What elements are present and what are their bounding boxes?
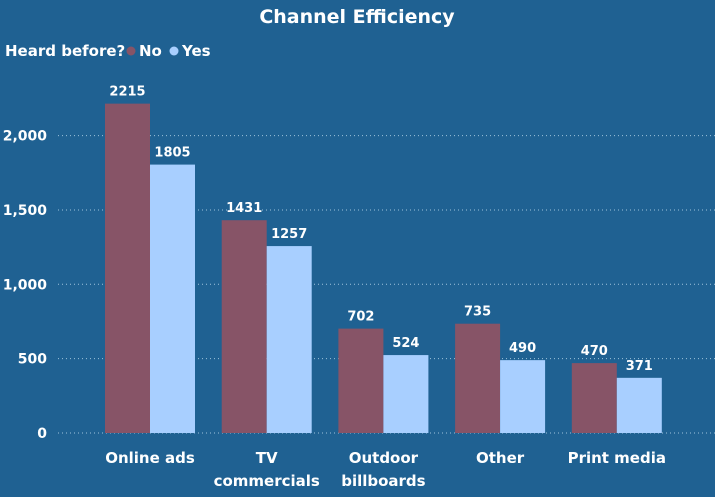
bar-no <box>338 328 384 433</box>
y-tick-label: 0 <box>37 426 47 442</box>
category-label: TV commercials <box>214 449 320 490</box>
legend-title: Heard before? <box>5 42 125 60</box>
bar-no <box>571 363 617 433</box>
y-tick-label: 1,500 <box>3 203 48 219</box>
data-label: 1805 <box>154 146 190 161</box>
y-tick-label: 1,000 <box>3 277 48 293</box>
bar-yes <box>150 164 195 433</box>
y-tick-label: 500 <box>18 352 47 368</box>
chart-title: Channel Efficiency <box>259 6 455 28</box>
legend-label-no: No <box>139 42 162 60</box>
data-label: 470 <box>581 344 608 359</box>
legend-marker-no <box>126 46 136 56</box>
category-label: Other <box>476 449 525 467</box>
bar-no <box>105 103 150 433</box>
legend-label-yes: Yes <box>181 42 211 60</box>
data-label: 1257 <box>271 227 307 242</box>
y-tick-label: 2,000 <box>3 129 48 145</box>
data-label: 524 <box>392 336 419 351</box>
category-label: Print media <box>568 449 666 467</box>
data-label: 702 <box>347 310 374 325</box>
data-label: 1431 <box>226 201 262 216</box>
data-label: 490 <box>509 341 536 356</box>
data-label: 371 <box>626 359 653 374</box>
data-label: 2215 <box>109 85 145 100</box>
category-label: Outdoor billboards <box>341 449 425 490</box>
bar-yes <box>383 355 429 433</box>
bar-yes <box>266 246 312 433</box>
bar-no <box>221 220 267 433</box>
category-labels: Online ads TV commercials Outdoor billboards… <box>105 449 666 490</box>
legend: Heard before? No Yes <box>5 42 211 60</box>
y-axis-ticks: 0 500 1,000 1,500 2,000 <box>3 129 48 442</box>
legend-marker-yes <box>169 46 179 56</box>
bars <box>105 103 662 433</box>
data-label: 735 <box>464 305 491 320</box>
bar-yes <box>616 377 662 433</box>
data-labels: 2215 1805 1431 1257 702 524 735 490 470 371 <box>109 85 652 374</box>
category-label: Online ads <box>105 449 195 467</box>
bar-yes <box>500 360 546 433</box>
bar-no <box>455 323 501 433</box>
